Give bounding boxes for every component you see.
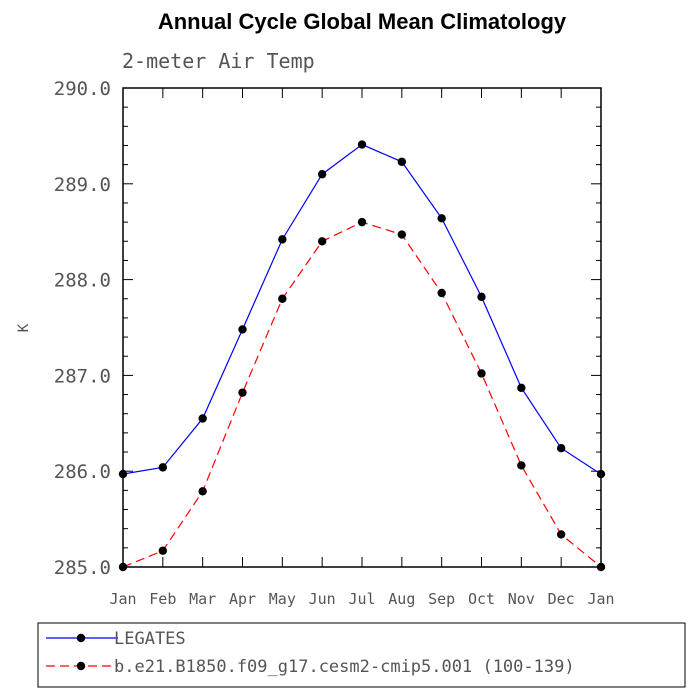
series-1-point: [397, 230, 407, 239]
y-tick-label: 288.0: [54, 270, 111, 292]
x-tick-label: Jul: [348, 590, 375, 608]
x-tick-label: Jun: [309, 590, 336, 608]
chart-title: Annual Cycle Global Mean Climatology: [158, 9, 567, 34]
series-1-point: [317, 237, 327, 246]
x-tick-label: Jan: [587, 590, 614, 608]
legend-marker-0: [76, 633, 86, 643]
y-tick-label: 287.0: [54, 365, 111, 387]
series-0-point: [357, 140, 367, 149]
series-1-point: [477, 369, 486, 378]
x-tick-label: Mar: [189, 590, 216, 608]
legend-marker-1: [76, 661, 86, 671]
plot-frame: [122, 87, 602, 568]
legend: LEGATES b.e21.B1850.f09_g17.cesm2-cmip5.0…: [46, 629, 575, 677]
x-tick-label: Nov: [508, 590, 535, 608]
series-line-1: [122, 221, 602, 568]
legend-label-0: LEGATES: [114, 629, 186, 649]
x-tick-label: Jan: [109, 590, 136, 608]
series-1-point: [158, 546, 168, 555]
series-0-point: [517, 383, 526, 393]
x-tick-label: Dec: [548, 590, 575, 608]
series-0-point: [556, 444, 566, 453]
series-1-point: [596, 562, 606, 572]
series-0-point: [437, 214, 446, 223]
series-0-point: [477, 292, 486, 302]
y-tick-label: 290.0: [54, 78, 111, 100]
series-1-point: [118, 562, 128, 572]
series-1-point: [198, 487, 207, 496]
series-1-point: [238, 388, 247, 397]
legend-box: [37, 622, 686, 688]
series-0-point: [397, 157, 407, 166]
y-tick-label: 286.0: [54, 461, 111, 483]
series-1-point: [517, 461, 526, 470]
x-tick-label: Sep: [428, 590, 455, 608]
legend-label-1: b.e21.B1850.f09_g17.cesm2-cmip5.001 (100…: [114, 657, 575, 677]
x-tick-label: Feb: [149, 590, 176, 608]
y-axis-label: K: [16, 323, 32, 332]
series-0-point: [596, 469, 606, 479]
y-tick-label: 285.0: [54, 557, 111, 579]
series-1-point: [556, 530, 566, 539]
x-tick-labels: Jan Feb Mar Apr May Jun Jul Aug Sep Oct Nov Dec Jan: [109, 590, 614, 608]
major-ticks: [122, 87, 602, 568]
x-tick-label: May: [269, 590, 296, 608]
series-0-point: [158, 463, 168, 472]
series-0-point: [238, 325, 247, 334]
series-1-point: [357, 217, 367, 227]
series-1-point: [437, 288, 446, 298]
y-tick-label: 289.0: [54, 174, 111, 196]
x-tick-label: Apr: [229, 590, 256, 608]
series-points: [118, 140, 606, 572]
x-tick-label: Aug: [388, 590, 415, 608]
series-line-0: [122, 143, 602, 475]
y-tick-labels: 285.0 286.0 287.0 288.0 289.0 290.0: [54, 78, 111, 579]
series-0-point: [278, 235, 287, 244]
series-lines: [122, 143, 602, 568]
series-0-point: [317, 170, 327, 179]
minor-ticks: [123, 106, 601, 549]
chart-subtitle: 2-meter Air Temp: [122, 49, 315, 73]
series-0-point: [198, 414, 207, 423]
x-tick-label: Oct: [468, 590, 495, 608]
series-1-point: [278, 294, 287, 303]
series-0-point: [118, 469, 128, 479]
